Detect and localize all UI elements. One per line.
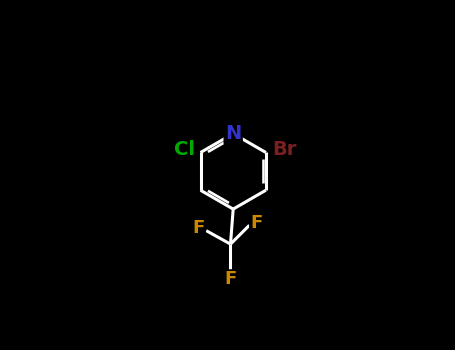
Text: N: N: [225, 124, 241, 143]
Text: Cl: Cl: [174, 140, 195, 159]
Text: Br: Br: [273, 140, 297, 159]
Text: F: F: [224, 270, 237, 288]
Text: F: F: [192, 219, 205, 238]
Text: F: F: [250, 214, 262, 232]
